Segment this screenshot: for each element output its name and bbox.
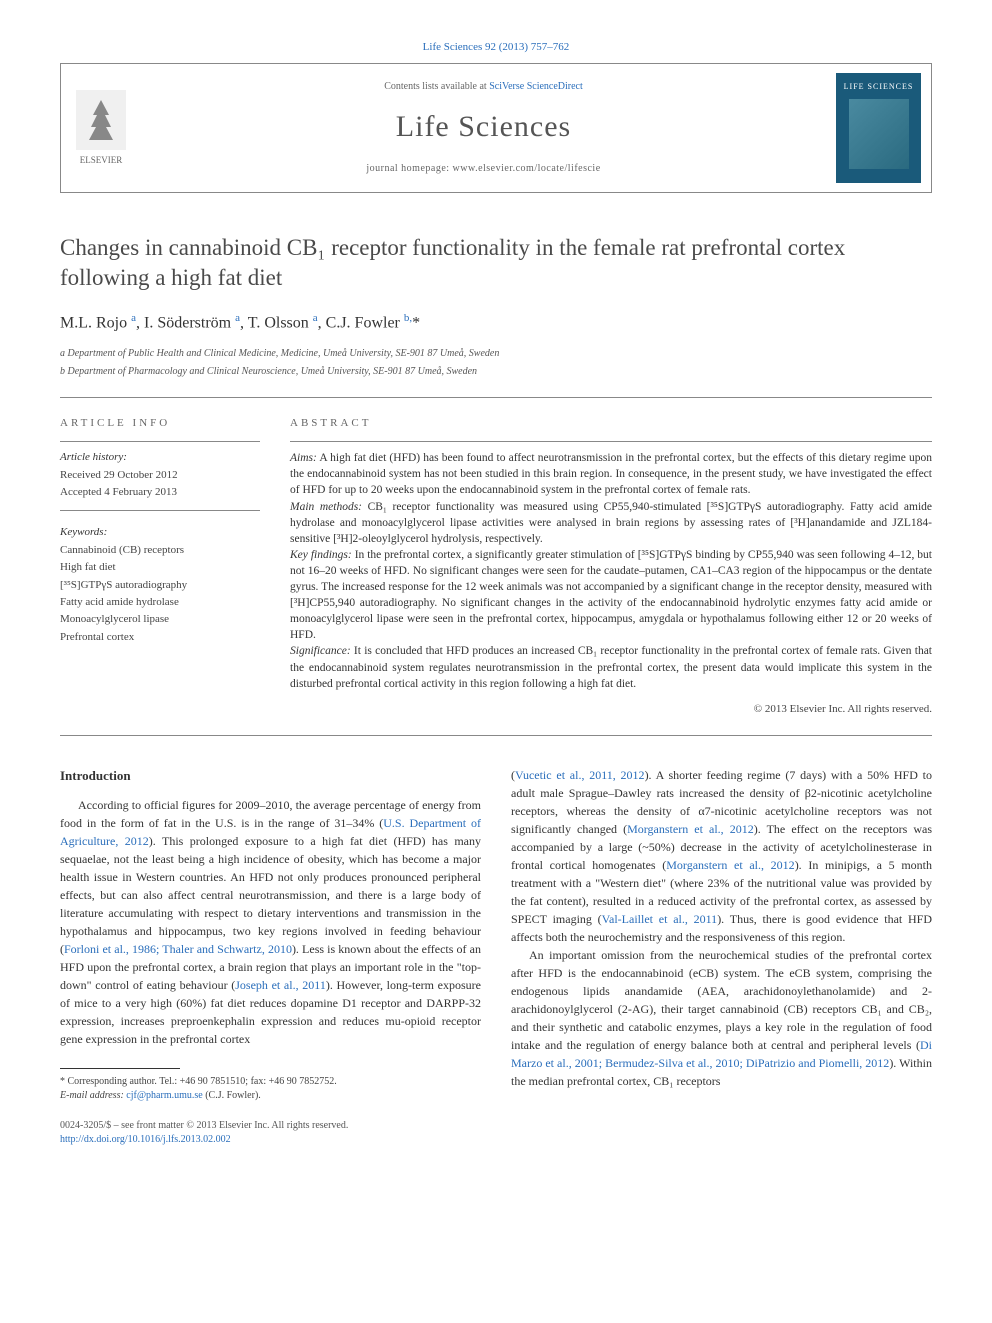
divider xyxy=(60,397,932,398)
methods-label: Main methods: xyxy=(290,501,362,513)
divider xyxy=(60,735,932,736)
received-date: Received 29 October 2012 xyxy=(60,468,260,483)
corr-author-text: * Corresponding author. Tel.: +46 90 785… xyxy=(60,1075,481,1089)
journal-citation[interactable]: Life Sciences 92 (2013) 757–762 xyxy=(60,40,932,55)
findings-text: In the prefrontal cortex, a significantl… xyxy=(290,549,932,641)
issn-copyright: 0024-3205/$ – see front matter © 2013 El… xyxy=(60,1119,932,1133)
article-info-panel: article info Article history: Received 2… xyxy=(60,416,260,717)
intro-paragraph: (Vucetic et al., 2011, 2012). A shorter … xyxy=(511,766,932,946)
journal-cover-thumb: LIFE SCIENCES xyxy=(836,73,921,183)
affiliation: b Department of Pharmacology and Clinica… xyxy=(60,365,932,379)
authors: M.L. Rojo a, I. Söderström a, T. Olsson … xyxy=(60,311,932,335)
divider xyxy=(290,441,932,442)
email-label: E-mail address: xyxy=(60,1090,126,1101)
doi-link[interactable]: http://dx.doi.org/10.1016/j.lfs.2013.02.… xyxy=(60,1134,231,1145)
citation-link[interactable]: Val-Laillet et al., 2011 xyxy=(602,912,718,926)
cover-label: LIFE SCIENCES xyxy=(844,81,914,92)
affiliation: a Department of Public Health and Clinic… xyxy=(60,347,932,361)
elsevier-logo: ELSEVIER xyxy=(61,64,141,192)
keywords-label: Keywords: xyxy=(60,525,260,540)
intro-paragraph: An important omission from the neurochem… xyxy=(511,946,932,1090)
aims-text: A high fat diet (HFD) has been found to … xyxy=(290,452,932,496)
introduction-heading: Introduction xyxy=(60,766,481,786)
footnote-divider xyxy=(60,1068,180,1069)
abstract-heading: abstract xyxy=(290,416,932,431)
article-title: Changes in cannabinoid CB₁ receptor func… xyxy=(60,233,932,293)
journal-header: ELSEVIER Contents lists available at Sci… xyxy=(60,63,932,193)
journal-homepage: journal homepage: www.elsevier.com/locat… xyxy=(151,162,816,176)
text-run: An important omission from the neurochem… xyxy=(511,948,932,1052)
abstract-copyright: © 2013 Elsevier Inc. All rights reserved… xyxy=(290,702,932,717)
accepted-date: Accepted 4 February 2013 xyxy=(60,485,260,500)
keyword: High fat diet xyxy=(60,560,260,575)
citation-link[interactable]: Joseph et al., 2011 xyxy=(235,978,326,992)
significance-text: It is concluded that HFD produces an inc… xyxy=(290,645,932,689)
keyword: Fatty acid amide hydrolase xyxy=(60,595,260,610)
citation-link[interactable]: Morganstern et al., 2012 xyxy=(666,858,794,872)
keyword: Monoacylglycerol lipase xyxy=(60,612,260,627)
email-suffix: (C.J. Fowler). xyxy=(203,1090,261,1101)
journal-name: Life Sciences xyxy=(151,106,816,148)
keyword: Prefrontal cortex xyxy=(60,630,260,645)
text-run: ). This prolonged exposure to a high fat… xyxy=(60,834,481,956)
findings-label: Key findings: xyxy=(290,549,352,561)
methods-text: CB₁ receptor functionality was measured … xyxy=(290,501,932,545)
body-column-left: Introduction According to official figur… xyxy=(60,766,481,1103)
significance-label: Significance: xyxy=(290,645,351,657)
sciencedirect-link[interactable]: SciVerse ScienceDirect xyxy=(489,81,583,92)
email-link[interactable]: cjf@pharm.umu.se xyxy=(126,1090,202,1101)
history-label: Article history: xyxy=(60,450,260,465)
intro-paragraph: According to official figures for 2009–2… xyxy=(60,796,481,1048)
abstract-panel: abstract Aims: A high fat diet (HFD) has… xyxy=(290,416,932,717)
citation-link[interactable]: Forloni et al., 1986; Thaler and Schwart… xyxy=(64,942,292,956)
body-column-right: (Vucetic et al., 2011, 2012). A shorter … xyxy=(511,766,932,1103)
article-info-heading: article info xyxy=(60,416,260,431)
keyword: [³⁵S]GTPγS autoradiography xyxy=(60,578,260,593)
keyword: Cannabinoid (CB) receptors xyxy=(60,543,260,558)
citation-link[interactable]: Vucetic et al., 2011, 2012 xyxy=(515,768,645,782)
divider xyxy=(60,441,260,442)
bottom-info: 0024-3205/$ – see front matter © 2013 El… xyxy=(60,1119,932,1147)
contents-line: Contents lists available at SciVerse Sci… xyxy=(151,80,816,94)
divider xyxy=(60,510,260,511)
elsevier-label: ELSEVIER xyxy=(80,154,123,167)
abstract-text: Aims: A high fat diet (HFD) has been fou… xyxy=(290,450,932,691)
cover-image-icon xyxy=(849,99,909,169)
corresponding-author-footnote: * Corresponding author. Tel.: +46 90 785… xyxy=(60,1075,481,1103)
elsevier-tree-icon xyxy=(76,90,126,150)
contents-prefix: Contents lists available at xyxy=(384,81,489,92)
citation-link[interactable]: Morganstern et al., 2012 xyxy=(627,822,754,836)
aims-label: Aims: xyxy=(290,452,317,464)
